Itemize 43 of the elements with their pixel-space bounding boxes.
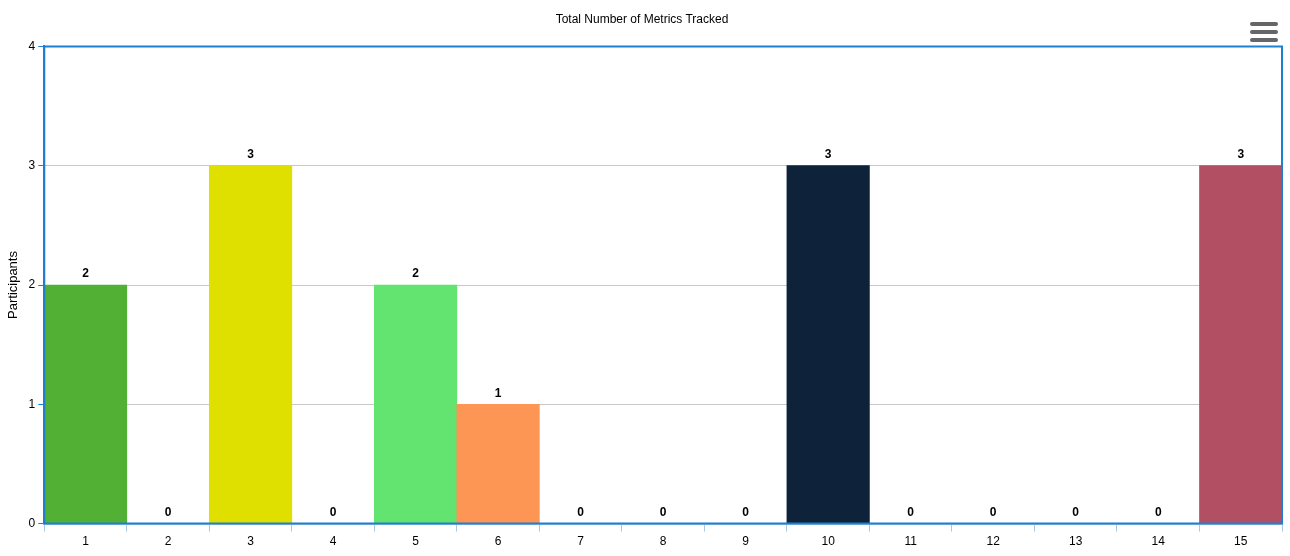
data-label: 0 <box>1154 504 1162 519</box>
data-label: 0 <box>329 504 337 519</box>
bar <box>786 165 870 524</box>
x-tick-label: 12 <box>986 534 1001 549</box>
x-tick-label: 1 <box>82 534 90 549</box>
x-tick-label: 7 <box>577 534 585 549</box>
y-tick-label: 0 <box>28 515 36 530</box>
bar <box>1199 165 1282 524</box>
x-tick-label: 5 <box>412 534 420 549</box>
x-tick-label: 8 <box>659 534 667 549</box>
data-label: 1 <box>494 385 502 400</box>
data-label: 3 <box>1237 147 1245 162</box>
data-label: 0 <box>164 504 172 519</box>
y-tick-label: 2 <box>28 277 36 292</box>
x-tick-label: 13 <box>1069 534 1083 549</box>
chart-title: Total Number of Metrics Tracked <box>555 11 729 26</box>
y-tick-label: 3 <box>28 158 36 173</box>
bar <box>374 284 458 524</box>
bar <box>44 284 128 524</box>
x-tick-label: 9 <box>742 534 750 549</box>
data-label: 2 <box>412 266 420 281</box>
x-tick-label: 10 <box>821 534 836 549</box>
bar <box>208 165 293 524</box>
data-label: 0 <box>907 504 915 519</box>
data-label: 0 <box>742 504 750 519</box>
y-tick-label: 1 <box>28 396 36 411</box>
x-tick-label: 2 <box>164 534 172 549</box>
x-tick-label: 11 <box>904 534 918 549</box>
data-label: 3 <box>247 147 255 162</box>
data-label: 0 <box>659 504 667 519</box>
data-label: 0 <box>1072 504 1080 519</box>
bar <box>456 403 540 524</box>
y-axis-title: Participants <box>5 250 21 319</box>
data-label: 3 <box>824 147 832 162</box>
x-tick-label: 3 <box>247 534 255 549</box>
data-label: 0 <box>577 504 585 519</box>
x-tick-label: 14 <box>1151 534 1166 549</box>
data-label: 2 <box>82 266 90 281</box>
data-label: 0 <box>989 504 997 519</box>
x-tick-label: 6 <box>494 534 502 549</box>
y-tick-label: 4 <box>28 38 36 53</box>
x-tick-label: 15 <box>1234 534 1248 549</box>
x-tick-label: 4 <box>329 534 337 549</box>
